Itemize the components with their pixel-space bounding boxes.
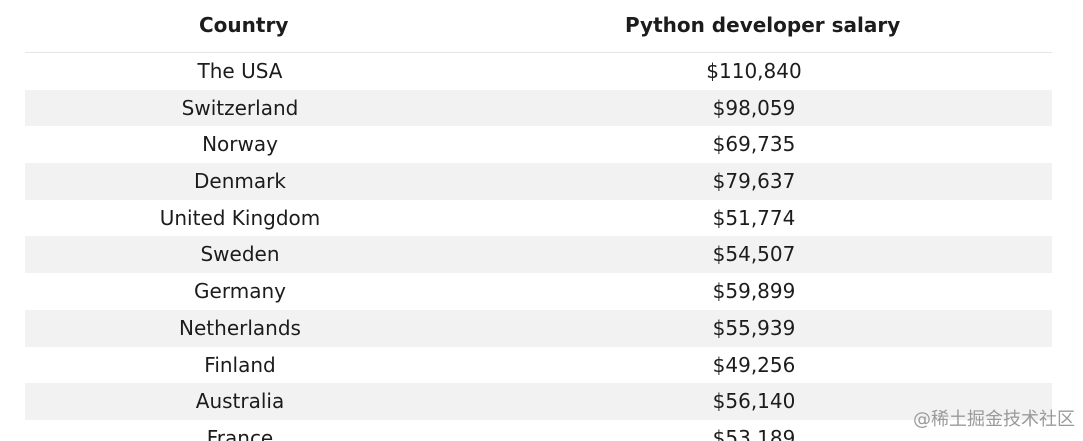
table-row: Australia $56,140	[25, 383, 1052, 420]
country-cell: The USA	[197, 59, 283, 83]
country-cell: Netherlands	[179, 315, 301, 340]
country-cell: Germany	[194, 279, 286, 304]
salary-cell: $49,256	[712, 352, 796, 377]
salary-column-header: Python developer salary	[625, 13, 901, 37]
country-cell: France	[206, 425, 274, 441]
table-row: Sweden $54,507	[25, 236, 1052, 274]
country-column-header: Country	[199, 13, 289, 37]
table-row: Switzerland $98,059	[25, 89, 1052, 127]
country-cell: Denmark	[194, 169, 286, 194]
salary-cell: $110,840	[706, 59, 802, 83]
salary-cell: $51,774	[712, 205, 796, 230]
country-cell: Switzerland	[181, 95, 299, 120]
country-cell: Australia	[195, 389, 285, 414]
salary-cell: $59,899	[712, 279, 796, 304]
table-body: The USA $110,840 Switzerland $98,059 Nor…	[25, 53, 1052, 441]
salary-cell: $79,637	[712, 169, 796, 194]
salary-cell: $55,939	[712, 315, 796, 340]
table-row: Netherlands $55,939	[25, 309, 1052, 347]
country-cell: Finland	[204, 352, 276, 377]
table-row: France $53,189	[25, 420, 1052, 441]
country-cell: Sweden	[200, 242, 280, 267]
watermark: @稀土掘金技术社区	[913, 409, 1075, 430]
country-cell: United Kingdom	[159, 205, 321, 230]
salary-cell: $69,735	[712, 132, 796, 157]
salary-cell: $54,507	[712, 242, 796, 267]
salary-cell: $98,059	[712, 95, 796, 120]
salary-cell: $56,140	[712, 389, 796, 414]
salary-cell: $53,189	[712, 425, 796, 441]
table-row: Germany $59,899	[25, 273, 1052, 310]
table-header: Country Python developer salary	[25, 0, 1052, 53]
table-row: Finland $49,256	[25, 347, 1052, 384]
table-row: The USA $110,840	[25, 53, 1052, 90]
table-row: Norway $69,735	[25, 126, 1052, 163]
table-row: Denmark $79,637	[25, 163, 1052, 200]
country-cell: Norway	[202, 132, 278, 157]
table-row: United Kingdom $51,774	[25, 200, 1052, 237]
